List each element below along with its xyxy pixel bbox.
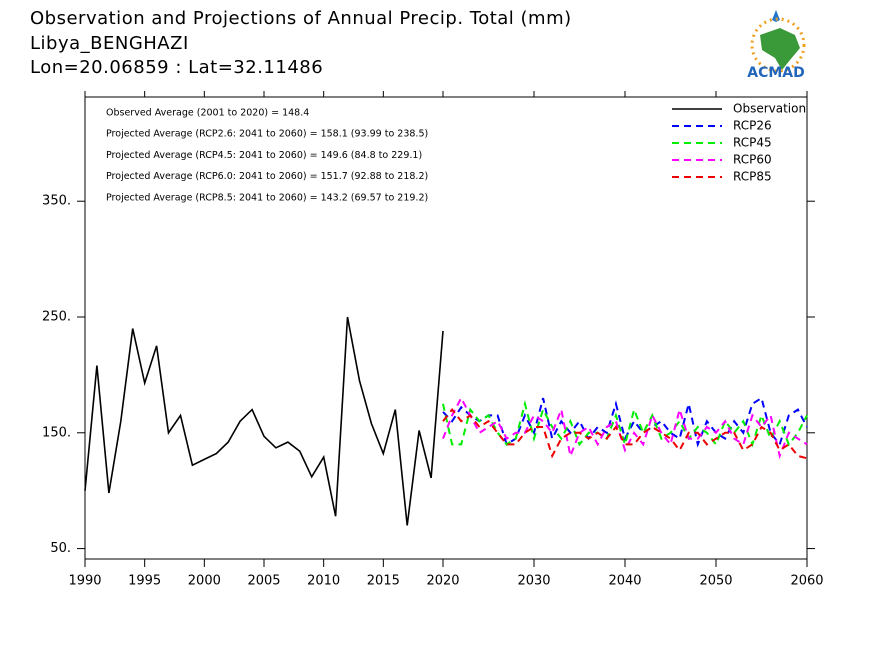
- legend-label: Observation: [733, 102, 806, 116]
- x-tick-label: 2030: [517, 574, 550, 589]
- chart-title: Observation and Projections of Annual Pr…: [30, 8, 572, 29]
- plot-frame: [84, 96, 808, 560]
- series-line: [442, 407, 808, 460]
- x-tick-label: 2020: [426, 574, 459, 589]
- x-tick-label: 1990: [68, 574, 101, 589]
- logo-ring: [750, 17, 806, 73]
- x-tick-label: 2010: [307, 574, 340, 589]
- y-tick-label: 150.: [42, 425, 71, 440]
- x-tick-label: 2000: [188, 574, 221, 589]
- x-tick-label: 2015: [367, 574, 400, 589]
- logo: ACMAD: [747, 10, 806, 81]
- legend-label: RCP85: [733, 170, 772, 184]
- x-tick-label: 1995: [128, 574, 161, 589]
- x-tick-label: 2040: [608, 574, 641, 589]
- x-tick-label: 2060: [790, 574, 823, 589]
- logo-drop: [772, 10, 780, 22]
- x-tick-label: 2005: [247, 574, 280, 589]
- annotation: Projected Average (RCP6.0: 2041 to 2060)…: [106, 171, 428, 182]
- y-tick-label: 350.: [42, 194, 71, 209]
- annotation: Projected Average (RCP2.6: 2041 to 2060)…: [106, 129, 428, 140]
- y-tick-label: 250.: [42, 310, 71, 325]
- annotation: Projected Average (RCP4.5: 2041 to 2060)…: [106, 150, 422, 161]
- series-line: [442, 395, 808, 460]
- logo-text: ACMAD: [747, 65, 805, 81]
- series-line: [84, 316, 444, 526]
- x-tick-label: 2050: [699, 574, 732, 589]
- subtitle: Libya_BENGHAZI: [30, 33, 189, 54]
- legend-label: RCP60: [733, 153, 772, 167]
- annotation: Observed Average (2001 to 2020) = 148.4: [106, 108, 309, 119]
- series-line: [442, 396, 808, 448]
- legend-label: RCP45: [733, 136, 772, 150]
- legend-label: RCP26: [733, 119, 772, 133]
- subtitle: Lon=20.06859 : Lat=32.11486: [30, 57, 323, 78]
- annotation: Projected Average (RCP8.5: 2041 to 2060)…: [106, 192, 428, 203]
- y-tick-label: 50.: [50, 541, 71, 556]
- logo-africa: [760, 28, 800, 70]
